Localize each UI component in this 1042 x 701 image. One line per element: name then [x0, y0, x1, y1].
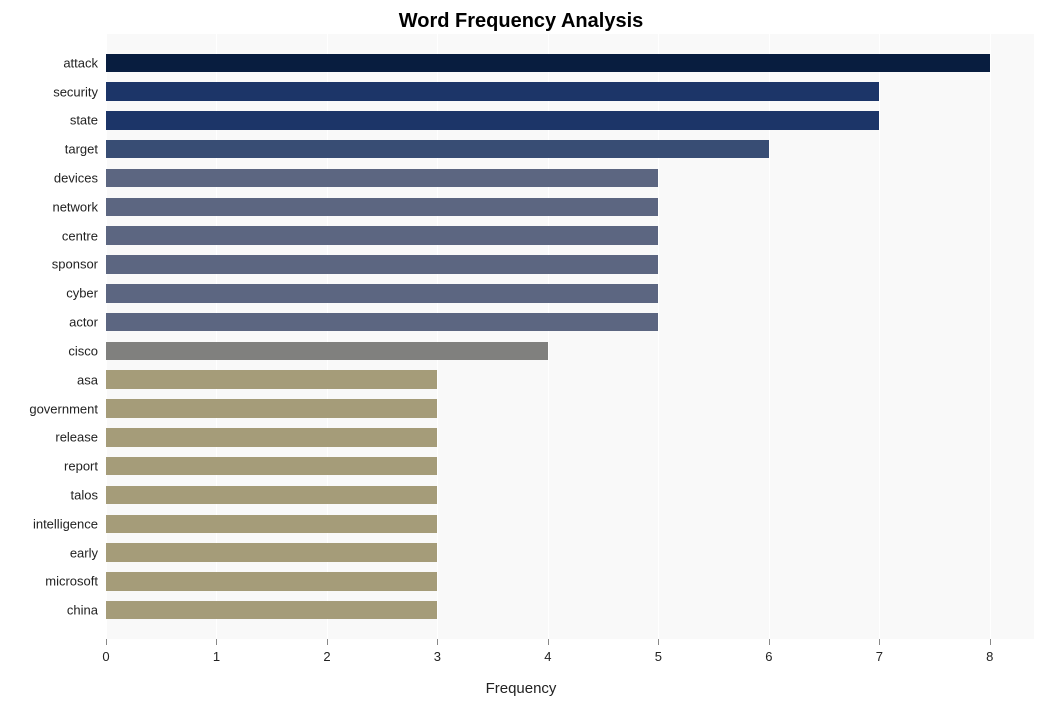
y-tick-label: report	[64, 459, 98, 474]
bar	[106, 198, 658, 216]
x-tick-mark	[437, 639, 438, 645]
bar	[106, 515, 437, 533]
x-axis-title: Frequency	[0, 680, 1042, 697]
bar	[106, 169, 658, 187]
bar	[106, 486, 437, 504]
y-tick-label: target	[65, 142, 98, 157]
bar	[106, 543, 437, 561]
x-tick-label: 2	[323, 649, 330, 664]
y-tick-label: devices	[54, 171, 98, 186]
bar	[106, 255, 658, 273]
word-frequency-chart: Word Frequency Analysis Frequency 0 1 2 3 4 5…	[0, 0, 1042, 701]
y-tick-label: intelligence	[33, 516, 98, 531]
y-tick-label: actor	[69, 315, 98, 330]
x-tick-mark	[879, 639, 880, 645]
bar	[106, 140, 769, 158]
y-tick-label: early	[70, 545, 98, 560]
x-tick-label: 0	[102, 649, 109, 664]
y-tick-label: sponsor	[52, 257, 98, 272]
chart-title: Word Frequency Analysis	[0, 10, 1042, 33]
y-tick-label: asa	[77, 372, 98, 387]
x-tick-mark	[548, 639, 549, 645]
bar	[106, 601, 437, 619]
bar	[106, 399, 437, 417]
x-tick-label: 6	[765, 649, 772, 664]
y-tick-label: release	[55, 430, 98, 445]
x-tick-mark	[216, 639, 217, 645]
y-tick-label: centre	[62, 228, 98, 243]
bar	[106, 572, 437, 590]
x-tick-label: 1	[213, 649, 220, 664]
bar	[106, 111, 879, 129]
y-tick-label: attack	[63, 55, 98, 70]
bar	[106, 457, 437, 475]
bar	[106, 284, 658, 302]
bar	[106, 342, 548, 360]
y-tick-label: government	[29, 401, 98, 416]
x-tick-mark	[327, 639, 328, 645]
x-tick-mark	[106, 639, 107, 645]
y-tick-label: talos	[71, 487, 98, 502]
y-tick-label: cyber	[66, 286, 98, 301]
y-tick-label: china	[67, 603, 98, 618]
x-tick-label: 4	[544, 649, 551, 664]
y-tick-label: network	[52, 199, 98, 214]
grid-line	[879, 34, 880, 639]
x-tick-mark	[769, 639, 770, 645]
bar	[106, 313, 658, 331]
x-tick-label: 8	[986, 649, 993, 664]
x-tick-label: 3	[434, 649, 441, 664]
bar	[106, 54, 990, 72]
y-tick-label: state	[70, 113, 98, 128]
x-tick-mark	[990, 639, 991, 645]
y-tick-label: security	[53, 84, 98, 99]
bar	[106, 226, 658, 244]
x-tick-label: 7	[876, 649, 883, 664]
y-tick-label: cisco	[68, 343, 98, 358]
x-tick-mark	[658, 639, 659, 645]
bar	[106, 428, 437, 446]
bar	[106, 370, 437, 388]
x-tick-label: 5	[655, 649, 662, 664]
plot-area	[106, 34, 1034, 639]
bar	[106, 82, 879, 100]
y-tick-label: microsoft	[45, 574, 98, 589]
grid-line	[990, 34, 991, 639]
